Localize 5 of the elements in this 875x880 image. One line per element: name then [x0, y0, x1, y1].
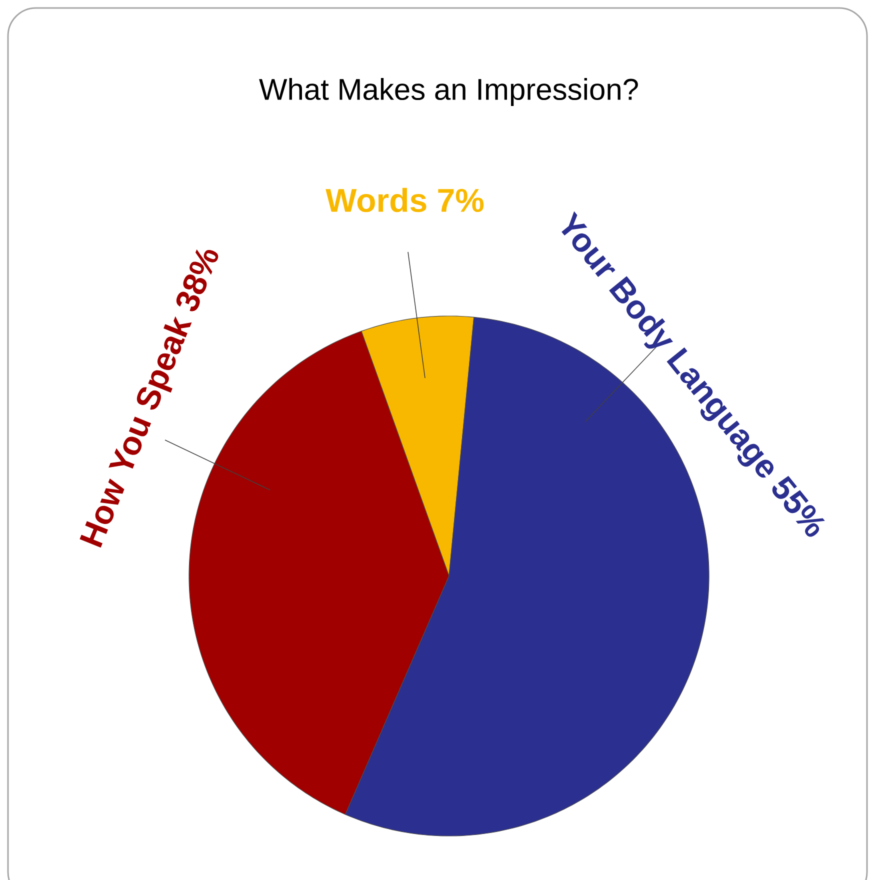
slice-label: How You Speak	[80, 316, 192, 548]
data-label: 38%	[176, 249, 218, 312]
chart-title: What Makes an Impression?	[259, 78, 638, 106]
data-label: 7%	[438, 188, 484, 212]
slice-label: Words	[326, 188, 426, 212]
